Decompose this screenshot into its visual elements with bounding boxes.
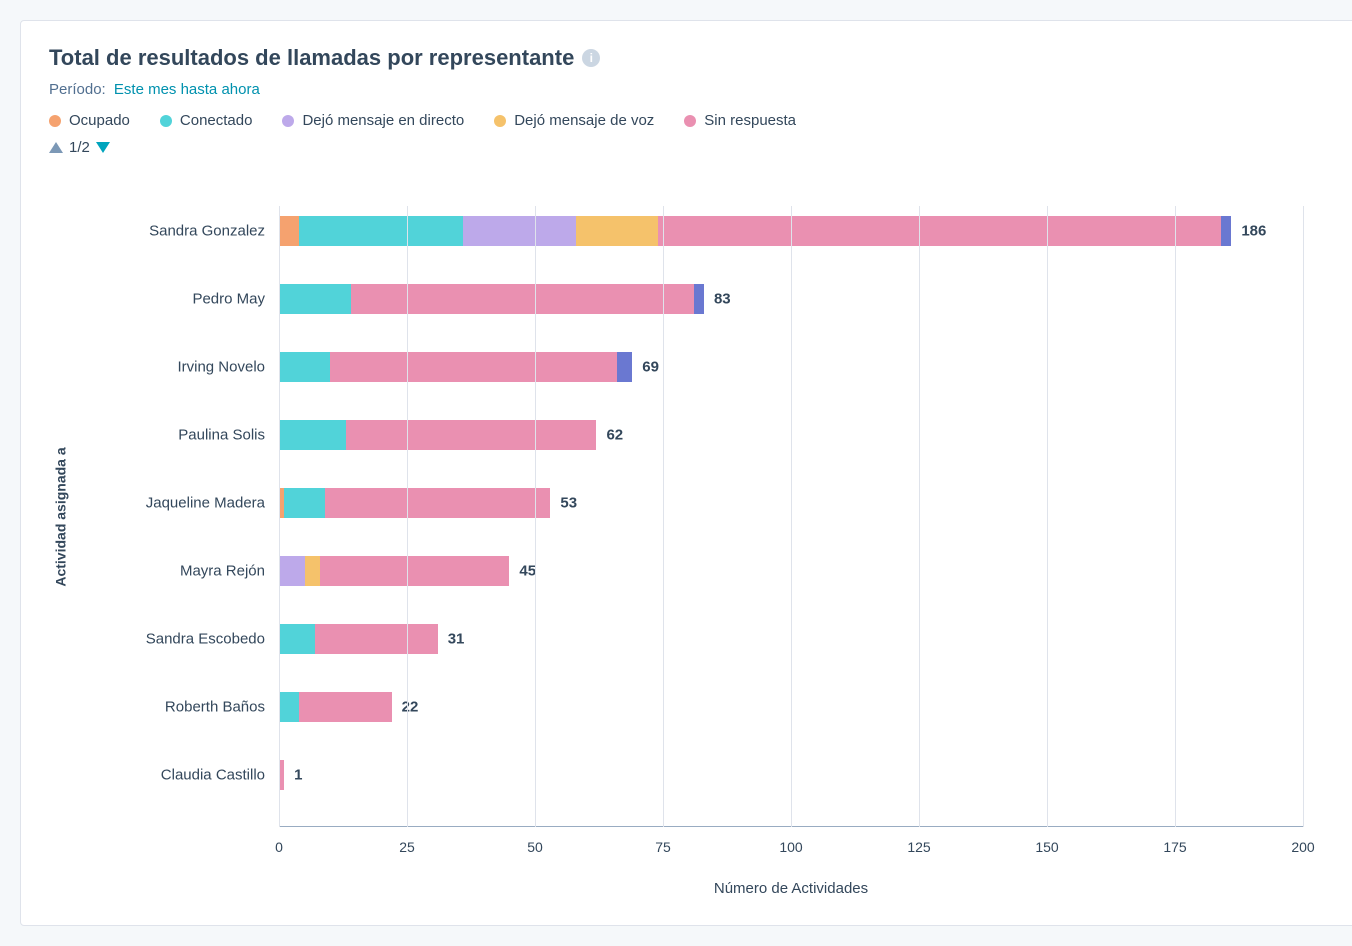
bar-segment[interactable] (279, 692, 299, 722)
x-tick-label: 0 (275, 839, 283, 855)
report-card: Total de resultados de llamadas por repr… (20, 20, 1352, 926)
legend-label: Dejó mensaje de voz (514, 112, 654, 129)
bar-segment[interactable] (284, 488, 325, 518)
gridline (1047, 206, 1048, 827)
bar-segment[interactable] (330, 352, 617, 382)
row-total: 45 (509, 563, 536, 580)
bar-segment[interactable] (694, 284, 704, 314)
row-label[interactable]: Jaqueline Madera (146, 495, 279, 512)
pager-prev-icon[interactable] (49, 142, 63, 153)
stacked-bar[interactable] (279, 352, 632, 382)
row-total: 186 (1231, 223, 1266, 240)
x-tick-label: 25 (399, 839, 415, 855)
row-total: 62 (596, 427, 623, 444)
y-axis-title: Actividad asignada a (49, 206, 73, 827)
info-icon[interactable]: i (582, 49, 600, 67)
row-total: 1 (284, 767, 302, 784)
gridline (919, 206, 920, 827)
row-label[interactable]: Roberth Baños (165, 699, 279, 716)
row-total: 69 (632, 359, 659, 376)
gridline (663, 206, 664, 827)
x-axis-title: Número de Actividades (279, 880, 1303, 897)
legend-label: Ocupado (69, 112, 130, 129)
legend-label: Dejó mensaje en directo (302, 112, 464, 129)
legend-swatch (282, 115, 294, 127)
row-label[interactable]: Claudia Castillo (161, 767, 279, 784)
bar-segment[interactable] (325, 488, 550, 518)
bar-segment[interactable] (320, 556, 509, 586)
bar-segment[interactable] (1221, 216, 1231, 246)
legend-item[interactable]: Sin respuesta (684, 112, 796, 129)
stacked-bar[interactable] (279, 420, 596, 450)
bar-segment[interactable] (299, 216, 463, 246)
chart-plot-area: Sandra Gonzalez186Pedro May83Irving Nove… (279, 206, 1303, 827)
stacked-bar[interactable] (279, 692, 392, 722)
period-row: Período: Este mes hasta ahora (49, 81, 1343, 98)
bar-segment[interactable] (351, 284, 694, 314)
bar-segment[interactable] (279, 216, 299, 246)
bar-segment[interactable] (299, 692, 391, 722)
row-total: 31 (438, 631, 465, 648)
stacked-bar[interactable] (279, 284, 704, 314)
bar-segment[interactable] (279, 420, 346, 450)
gridline (279, 206, 280, 827)
pager-next-icon[interactable] (96, 142, 110, 153)
row-label[interactable]: Sandra Escobedo (146, 631, 279, 648)
x-tick-label: 175 (1163, 839, 1186, 855)
gridline (535, 206, 536, 827)
gridline (1303, 206, 1304, 827)
bar-segment[interactable] (617, 352, 632, 382)
x-tick-label: 200 (1291, 839, 1314, 855)
x-tick-label: 50 (527, 839, 543, 855)
legend: Ocupado Conectado Dejó mensaje en directo D… (49, 112, 1343, 129)
legend-item[interactable]: Conectado (160, 112, 253, 129)
bar-segment[interactable] (279, 624, 315, 654)
row-total: 53 (550, 495, 577, 512)
legend-item[interactable]: Dejó mensaje de voz (494, 112, 654, 129)
row-label[interactable]: Pedro May (192, 291, 279, 308)
legend-swatch (160, 115, 172, 127)
legend-swatch (684, 115, 696, 127)
x-tick-label: 75 (655, 839, 671, 855)
row-label[interactable]: Sandra Gonzalez (149, 223, 279, 240)
bar-segment[interactable] (279, 556, 305, 586)
x-tick-label: 150 (1035, 839, 1058, 855)
gridline (791, 206, 792, 827)
bar-segment[interactable] (576, 216, 658, 246)
x-tick-label: 125 (907, 839, 930, 855)
legend-item[interactable]: Dejó mensaje en directo (282, 112, 464, 129)
row-label[interactable]: Paulina Solis (178, 427, 279, 444)
legend-swatch (494, 115, 506, 127)
report-title: Total de resultados de llamadas por repr… (49, 45, 574, 71)
period-value[interactable]: Este mes hasta ahora (114, 81, 260, 98)
gridline (1175, 206, 1176, 827)
bar-segment[interactable] (463, 216, 576, 246)
row-total: 22 (392, 699, 419, 716)
bar-segment[interactable] (315, 624, 438, 654)
legend-pager: 1/2 (49, 139, 1343, 156)
row-label[interactable]: Irving Novelo (177, 359, 279, 376)
bar-segment[interactable] (279, 352, 330, 382)
x-tick-label: 100 (779, 839, 802, 855)
title-row: Total de resultados de llamadas por repr… (49, 45, 1343, 71)
gridline (407, 206, 408, 827)
legend-swatch (49, 115, 61, 127)
chart-wrap: Actividad asignada a Sandra Gonzalez186P… (49, 206, 1343, 897)
bar-segment[interactable] (658, 216, 1221, 246)
bar-segment[interactable] (279, 284, 351, 314)
legend-label: Sin respuesta (704, 112, 796, 129)
row-label[interactable]: Mayra Rejón (180, 563, 279, 580)
legend-label: Conectado (180, 112, 253, 129)
period-label: Período: (49, 81, 106, 98)
bar-segment[interactable] (346, 420, 597, 450)
legend-item[interactable]: Ocupado (49, 112, 130, 129)
stacked-bar[interactable] (279, 556, 509, 586)
bar-segment[interactable] (305, 556, 320, 586)
row-total: 83 (704, 291, 731, 308)
pager-text: 1/2 (69, 139, 90, 156)
stacked-bar[interactable] (279, 488, 550, 518)
stacked-bar[interactable] (279, 624, 438, 654)
stacked-bar[interactable] (279, 216, 1231, 246)
